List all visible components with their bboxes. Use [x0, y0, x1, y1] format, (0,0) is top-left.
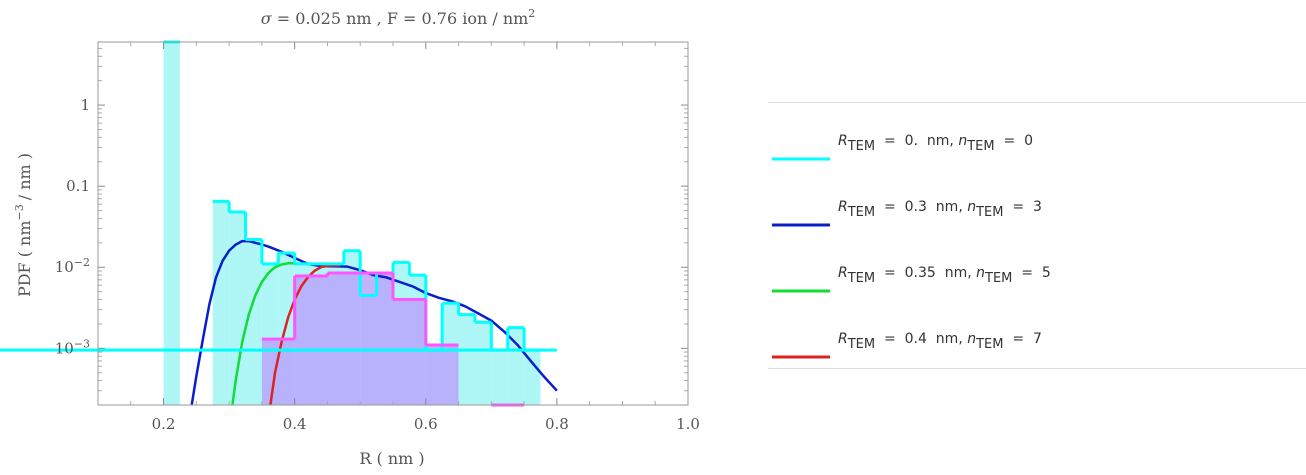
tick-exponent: −2	[74, 256, 90, 269]
title-text: = 0.025 nm , F = 0.76 ion / nm	[272, 9, 529, 28]
histogram-bar	[425, 344, 459, 405]
histogram-bar	[474, 322, 492, 405]
y-label-text: PDF ( nm	[15, 220, 34, 297]
y-tick-label: 10−2	[55, 256, 90, 276]
histogram-bar	[245, 239, 262, 405]
series-curve	[231, 262, 302, 406]
legend-n-symbol: n	[967, 331, 976, 347]
histogram-outlines	[0, 40, 557, 407]
histogram-bar	[163, 42, 180, 405]
y-axis-label: PDF ( nm−3 / nm )	[13, 153, 34, 297]
tick-exponent: −3	[74, 337, 90, 350]
legend-n-subscript: TEM	[975, 337, 1003, 352]
legend-r-subscript: TEM	[847, 337, 875, 352]
legend-label: RTEM = 0.35 nm, nTEM = 5	[838, 265, 1051, 286]
histogram-bar	[524, 350, 541, 405]
histogram-fills	[163, 42, 541, 405]
legend-r-symbol: R	[838, 265, 848, 281]
legend-r-symbol: R	[838, 133, 848, 149]
x-tick-label: 0.8	[545, 415, 569, 433]
histogram-bar	[212, 201, 230, 405]
legend-r-value: = 0.35 nm,	[875, 265, 976, 281]
title-superscript: 2	[528, 7, 535, 20]
x-tick-label: 0.2	[152, 415, 176, 433]
series-curve	[269, 263, 341, 406]
legend-n-value: = 0	[995, 133, 1033, 149]
legend-r-symbol: R	[838, 331, 848, 347]
legend-n-symbol: n	[976, 265, 985, 281]
y-tick-label: 10−3	[55, 337, 90, 357]
axis-ticks	[98, 41, 689, 406]
y-tick-label: 1	[80, 96, 90, 114]
legend-r-subscript: TEM	[847, 205, 875, 220]
legend-r-value: = 0.4 nm,	[875, 331, 967, 347]
plot-frame	[97, 41, 689, 406]
legend-n-subscript: TEM	[966, 139, 994, 154]
legend	[768, 102, 1306, 369]
legend-r-symbol: R	[838, 199, 848, 215]
x-tick-labels: 0.2 0.4 0.6 0.8 1.0	[152, 415, 700, 433]
legend-label: RTEM = 0.3 nm, nTEM = 3	[838, 199, 1042, 220]
legend-label: RTEM = 0. nm, nTEM = 0	[838, 133, 1033, 154]
legend-label: RTEM = 0.4 nm, nTEM = 7	[838, 331, 1042, 352]
tick-base: 10	[55, 339, 74, 357]
legend-r-subscript: TEM	[847, 139, 875, 154]
x-tick-label: 0.4	[283, 415, 307, 433]
legend-n-subscript: TEM	[984, 271, 1012, 286]
curve-group	[190, 239, 558, 406]
histogram-bar	[229, 212, 246, 405]
x-axis-label: R ( nm )	[359, 449, 424, 468]
histogram-bar	[491, 350, 508, 405]
tick-base: 10	[55, 258, 74, 276]
histogram-bar	[327, 272, 361, 405]
legend-n-value: = 5	[1012, 265, 1050, 281]
legend-n-symbol: n	[958, 133, 967, 149]
legend-n-symbol: n	[967, 199, 976, 215]
legend-n-value: = 7	[1003, 331, 1041, 347]
x-tick-label: 1.0	[676, 415, 700, 433]
histogram-bar	[458, 314, 475, 405]
legend-n-value: = 3	[1003, 199, 1041, 215]
legend-r-value: = 0. nm,	[875, 133, 958, 149]
chart-title: σ = 0.025 nm , F = 0.76 ion / nm2	[261, 7, 536, 28]
legend-r-subscript: TEM	[847, 271, 875, 286]
y-tick-label: 0.1	[66, 177, 90, 195]
legend-r-value: = 0.3 nm,	[875, 199, 967, 215]
legend-n-subscript: TEM	[975, 205, 1003, 220]
y-label-text-end: / nm )	[15, 153, 34, 200]
histogram-bar	[393, 299, 426, 405]
y-tick-labels: 10.110−210−3	[55, 96, 90, 357]
histogram-bar	[294, 275, 328, 405]
y-label-superscript: −3	[13, 204, 26, 220]
sigma-symbol: σ	[261, 9, 273, 28]
x-tick-label: 0.6	[414, 415, 438, 433]
